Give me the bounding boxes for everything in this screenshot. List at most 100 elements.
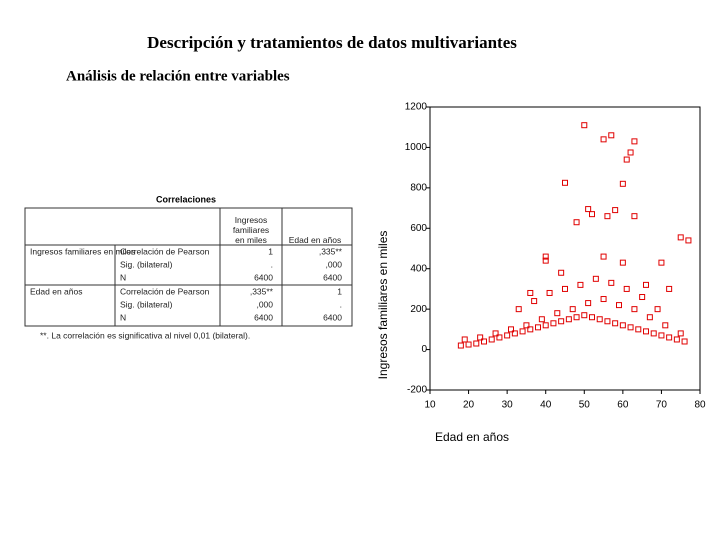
point <box>677 330 684 337</box>
point <box>643 328 649 335</box>
point <box>608 132 615 139</box>
y-tick-label: 1200 <box>405 102 428 113</box>
table-title: Correlaciones <box>156 194 216 204</box>
point <box>600 253 607 260</box>
column-header: Ingresos familiares en miles <box>233 215 269 245</box>
point <box>662 322 669 329</box>
title: Descripción y tratamientos de datos mult… <box>147 33 517 52</box>
cell: 6400 <box>254 272 273 282</box>
point <box>504 332 511 339</box>
point <box>623 156 630 163</box>
point <box>612 320 619 327</box>
point <box>546 289 553 296</box>
x-tick-label: 70 <box>656 400 668 411</box>
row-group-label: Edad en años <box>30 286 82 296</box>
cell: . <box>340 299 342 309</box>
cell: . <box>271 259 273 269</box>
subtitle: Análisis de relación entre variables <box>66 68 290 84</box>
point <box>681 338 688 345</box>
point <box>592 275 599 282</box>
point <box>562 285 568 292</box>
y-tick-label: 400 <box>410 263 427 274</box>
point <box>519 328 526 335</box>
point <box>492 330 499 337</box>
row-stat: Correlación de Pearson <box>120 246 210 256</box>
point <box>542 322 549 329</box>
point <box>508 326 514 333</box>
point <box>477 334 484 341</box>
point <box>600 296 607 303</box>
point <box>473 340 480 347</box>
point <box>666 334 673 341</box>
point <box>585 300 592 307</box>
point <box>581 122 588 129</box>
scatter-plot: -200 0 200 400 600 800 1000 1200 10 20 30 40 50 60 70 8… <box>376 102 706 445</box>
point <box>527 289 534 296</box>
y-tick-label: 200 <box>410 304 427 315</box>
point <box>608 279 615 286</box>
x-tick-label: 30 <box>502 400 514 411</box>
point <box>619 180 626 187</box>
point <box>515 306 522 313</box>
point <box>666 285 673 292</box>
y-tick-label: 600 <box>410 223 427 234</box>
y-tick-label: 0 <box>421 344 427 355</box>
point <box>496 334 503 341</box>
row-group-label: Ingresos familiares en miles <box>30 246 135 256</box>
point <box>577 281 584 288</box>
point <box>542 257 549 264</box>
cell: ,335** <box>319 246 343 256</box>
point <box>646 314 653 321</box>
point <box>527 326 534 333</box>
point <box>589 314 595 321</box>
x-axis-label: Edad en años <box>435 430 509 444</box>
point <box>631 138 638 145</box>
point <box>631 306 638 313</box>
point <box>565 316 572 323</box>
point <box>685 237 692 244</box>
point <box>550 320 557 327</box>
x-tick-label: 40 <box>540 400 552 411</box>
x-tick-label: 80 <box>694 400 706 411</box>
column-header: Edad en años <box>289 235 341 245</box>
cell: ,335** <box>250 286 274 296</box>
point <box>658 332 665 339</box>
point <box>562 179 568 186</box>
point <box>643 281 649 288</box>
point <box>612 207 619 214</box>
point <box>481 338 487 345</box>
point <box>623 285 630 292</box>
cell: ,000 <box>325 259 342 269</box>
point <box>677 234 684 241</box>
point <box>658 259 665 266</box>
cell: 1 <box>337 286 342 296</box>
cell: 6400 <box>254 312 273 322</box>
y-tick-label: 1000 <box>405 142 428 153</box>
correlation-table: Correlaciones Ingresos familiares en miles E… <box>24 194 353 340</box>
row-stat: Correlación de Pearson <box>120 286 210 296</box>
x-tick-label: 20 <box>463 400 475 411</box>
y-tick-label: 800 <box>410 182 427 193</box>
point <box>554 310 561 317</box>
point <box>604 213 611 220</box>
row-stat: Sig. (bilateral) <box>120 299 173 309</box>
point <box>523 322 530 329</box>
point <box>535 324 541 331</box>
point <box>619 259 626 266</box>
point <box>616 302 622 309</box>
x-tick-label: 10 <box>424 400 436 411</box>
point <box>627 149 634 156</box>
plot-frame <box>429 106 701 391</box>
point <box>511 330 518 337</box>
cell: 1 <box>268 246 273 256</box>
x-tick-label: 50 <box>579 400 591 411</box>
point <box>604 318 611 325</box>
point <box>631 213 638 220</box>
point <box>538 316 545 323</box>
row-stat: N <box>120 312 126 322</box>
point <box>542 253 549 260</box>
point <box>619 322 626 329</box>
point <box>573 314 580 321</box>
